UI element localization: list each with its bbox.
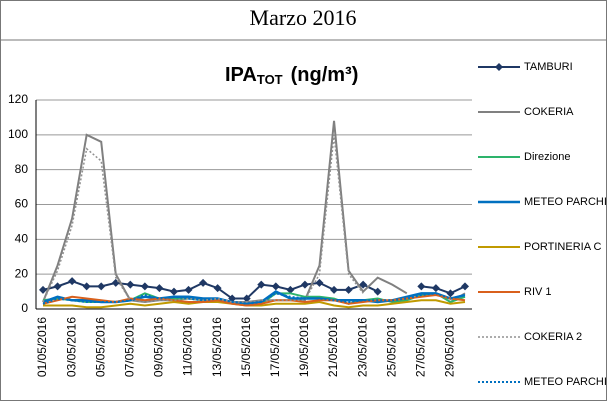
- legend-label: METEO PARCHI: [524, 196, 607, 208]
- data-point: [140, 282, 149, 291]
- x-tick-label: 27/05/2016: [414, 317, 428, 377]
- data-point: [417, 282, 426, 291]
- data-point: [271, 282, 280, 291]
- data-point: [126, 280, 135, 289]
- data-point: [315, 278, 324, 287]
- data-point: [184, 285, 193, 294]
- data-point: [199, 278, 208, 287]
- x-tick-label: 09/05/2016: [152, 317, 166, 377]
- y-tick-label: 20: [15, 266, 29, 280]
- data-point: [53, 282, 62, 291]
- data-point: [68, 277, 77, 286]
- x-tick-label: 23/05/2016: [355, 317, 369, 377]
- data-point: [461, 282, 469, 291]
- title-subscript: TOT: [257, 72, 283, 87]
- y-tick-label: 100: [8, 127, 28, 141]
- data-point: [286, 285, 295, 294]
- x-tick-label: 07/05/2016: [122, 317, 136, 377]
- data-point: [155, 284, 164, 293]
- header: Marzo 2016: [250, 5, 357, 30]
- data-point: [97, 282, 106, 291]
- legend-marker: [495, 63, 503, 71]
- x-tick-label: 13/05/2016: [210, 317, 224, 377]
- data-point: [330, 285, 339, 294]
- x-tick-label: 03/05/2016: [64, 317, 78, 377]
- legend-label: COKERIA: [524, 106, 574, 118]
- data-point: [373, 287, 382, 296]
- legend-label: Direzione: [524, 151, 570, 163]
- x-tick-label: 25/05/2016: [384, 317, 398, 377]
- legend-label: TAMBURI: [524, 61, 573, 73]
- legend-label: COKERIA 2: [524, 331, 582, 343]
- series-line: [42, 280, 379, 300]
- data-point: [257, 280, 266, 289]
- x-tick-label: 05/05/2016: [93, 317, 107, 377]
- series-line: [42, 134, 364, 303]
- data-point: [431, 284, 440, 293]
- legend-label: METEO PARCHI 2: [524, 376, 607, 388]
- data-point: [344, 285, 353, 294]
- data-point: [242, 294, 251, 303]
- series-line: [421, 285, 466, 295]
- data-point: [82, 282, 91, 291]
- y-tick-label: 80: [15, 162, 29, 176]
- x-tick-label: 01/05/2016: [35, 317, 49, 377]
- y-tick-label: 0: [21, 301, 28, 315]
- x-tick-label: 19/05/2016: [297, 317, 311, 377]
- x-tick-label: 17/05/2016: [268, 317, 282, 377]
- series-line: [42, 120, 408, 304]
- title-main: IPA: [225, 64, 257, 86]
- x-tick-label: 29/05/2016: [443, 317, 457, 377]
- data-point: [213, 284, 222, 293]
- x-tick-label: 11/05/2016: [181, 317, 195, 376]
- data-point: [446, 289, 455, 298]
- chart-title: IPATOT (ng/m³): [225, 64, 358, 87]
- y-tick-label: 40: [15, 232, 29, 246]
- data-point: [359, 280, 368, 289]
- x-tick-label: 21/05/2016: [326, 317, 340, 377]
- data-point: [39, 285, 47, 294]
- y-tick-label: 60: [15, 197, 29, 211]
- x-tick-label: 15/05/2016: [239, 317, 253, 377]
- y-tick-label: 120: [8, 92, 28, 106]
- legend-label: RIV 1: [524, 286, 552, 298]
- legend-label: PORTINERIA C: [524, 241, 601, 253]
- series-line: [42, 294, 466, 307]
- data-point: [300, 280, 309, 289]
- data-point: [169, 287, 178, 296]
- title-unit: (ng/m³): [291, 64, 359, 86]
